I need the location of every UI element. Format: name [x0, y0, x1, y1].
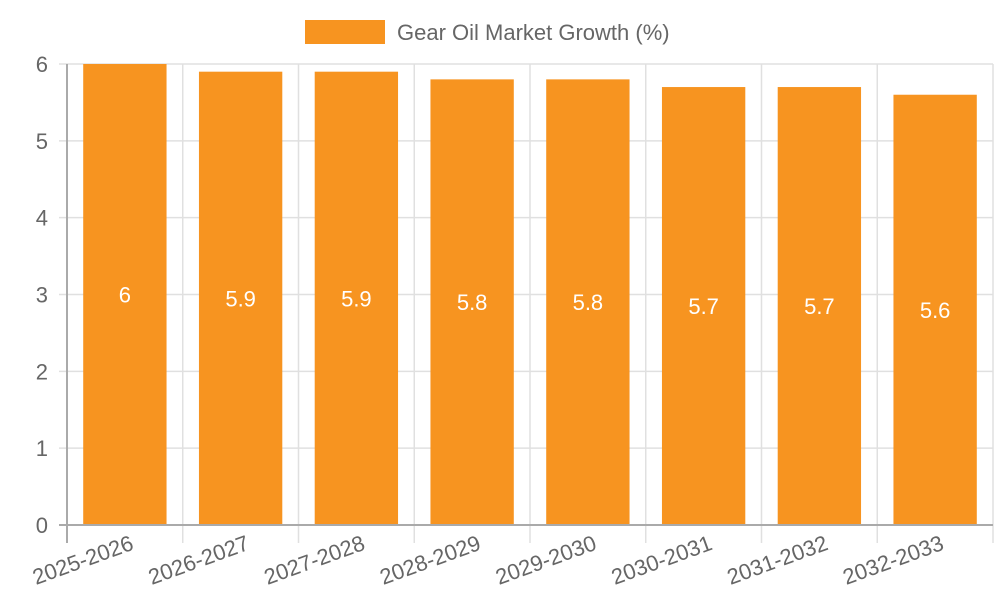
y-tick-label: 3: [36, 283, 48, 308]
bar[interactable]: [198, 71, 283, 525]
x-tick-label: 2032-2033: [839, 530, 946, 589]
y-tick-label: 4: [36, 206, 48, 231]
x-tick-label: 2025-2026: [29, 530, 136, 589]
x-tick-label: 2029-2030: [492, 530, 599, 589]
x-tick-label: 2027-2028: [261, 530, 368, 589]
bar-value-label: 5.9: [341, 286, 372, 311]
x-tick-label: 2030-2031: [608, 530, 715, 589]
y-axis-ticks: 0 1 2 3 4 5 6: [36, 52, 48, 538]
bars: 6 5.9 5.9 5.8 5.8 5.7 5.7 5.6: [83, 64, 977, 526]
y-tick-label: 6: [36, 52, 48, 77]
bar[interactable]: [893, 94, 977, 525]
bar-value-label: 5.6: [920, 298, 951, 323]
bar[interactable]: [661, 87, 746, 526]
bar-value-label: 5.8: [457, 290, 488, 315]
bar[interactable]: [777, 87, 862, 526]
x-tick-label: 2028-2029: [376, 530, 483, 589]
axes: [59, 64, 993, 543]
x-tick-label: 2026-2027: [145, 530, 252, 589]
y-tick-label: 1: [36, 436, 48, 461]
x-tick-label: 2031-2032: [724, 530, 831, 589]
bar-value-label: 5.9: [225, 286, 256, 311]
bar[interactable]: [83, 64, 167, 525]
y-tick-label: 5: [36, 129, 48, 154]
bar-value-label: 6: [119, 283, 131, 308]
legend-swatch: [305, 20, 385, 44]
legend-label: Gear Oil Market Growth (%): [397, 20, 670, 45]
y-tick-label: 2: [36, 359, 48, 384]
bar-value-label: 5.8: [573, 290, 604, 315]
bar[interactable]: [314, 71, 399, 525]
legend[interactable]: Gear Oil Market Growth (%): [305, 20, 670, 45]
bar[interactable]: [430, 79, 514, 525]
bar[interactable]: [546, 79, 630, 525]
y-tick-label: 0: [36, 513, 48, 538]
bar-value-label: 5.7: [688, 294, 719, 319]
x-axis-ticks: 2025-2026 2026-2027 2027-2028 2028-2029 2029…: [29, 530, 947, 589]
bar-value-label: 5.7: [804, 294, 835, 319]
